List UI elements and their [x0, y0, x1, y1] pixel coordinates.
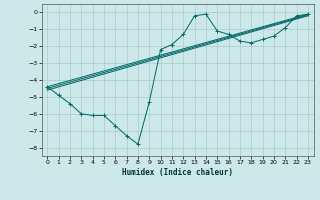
X-axis label: Humidex (Indice chaleur): Humidex (Indice chaleur)	[122, 168, 233, 177]
